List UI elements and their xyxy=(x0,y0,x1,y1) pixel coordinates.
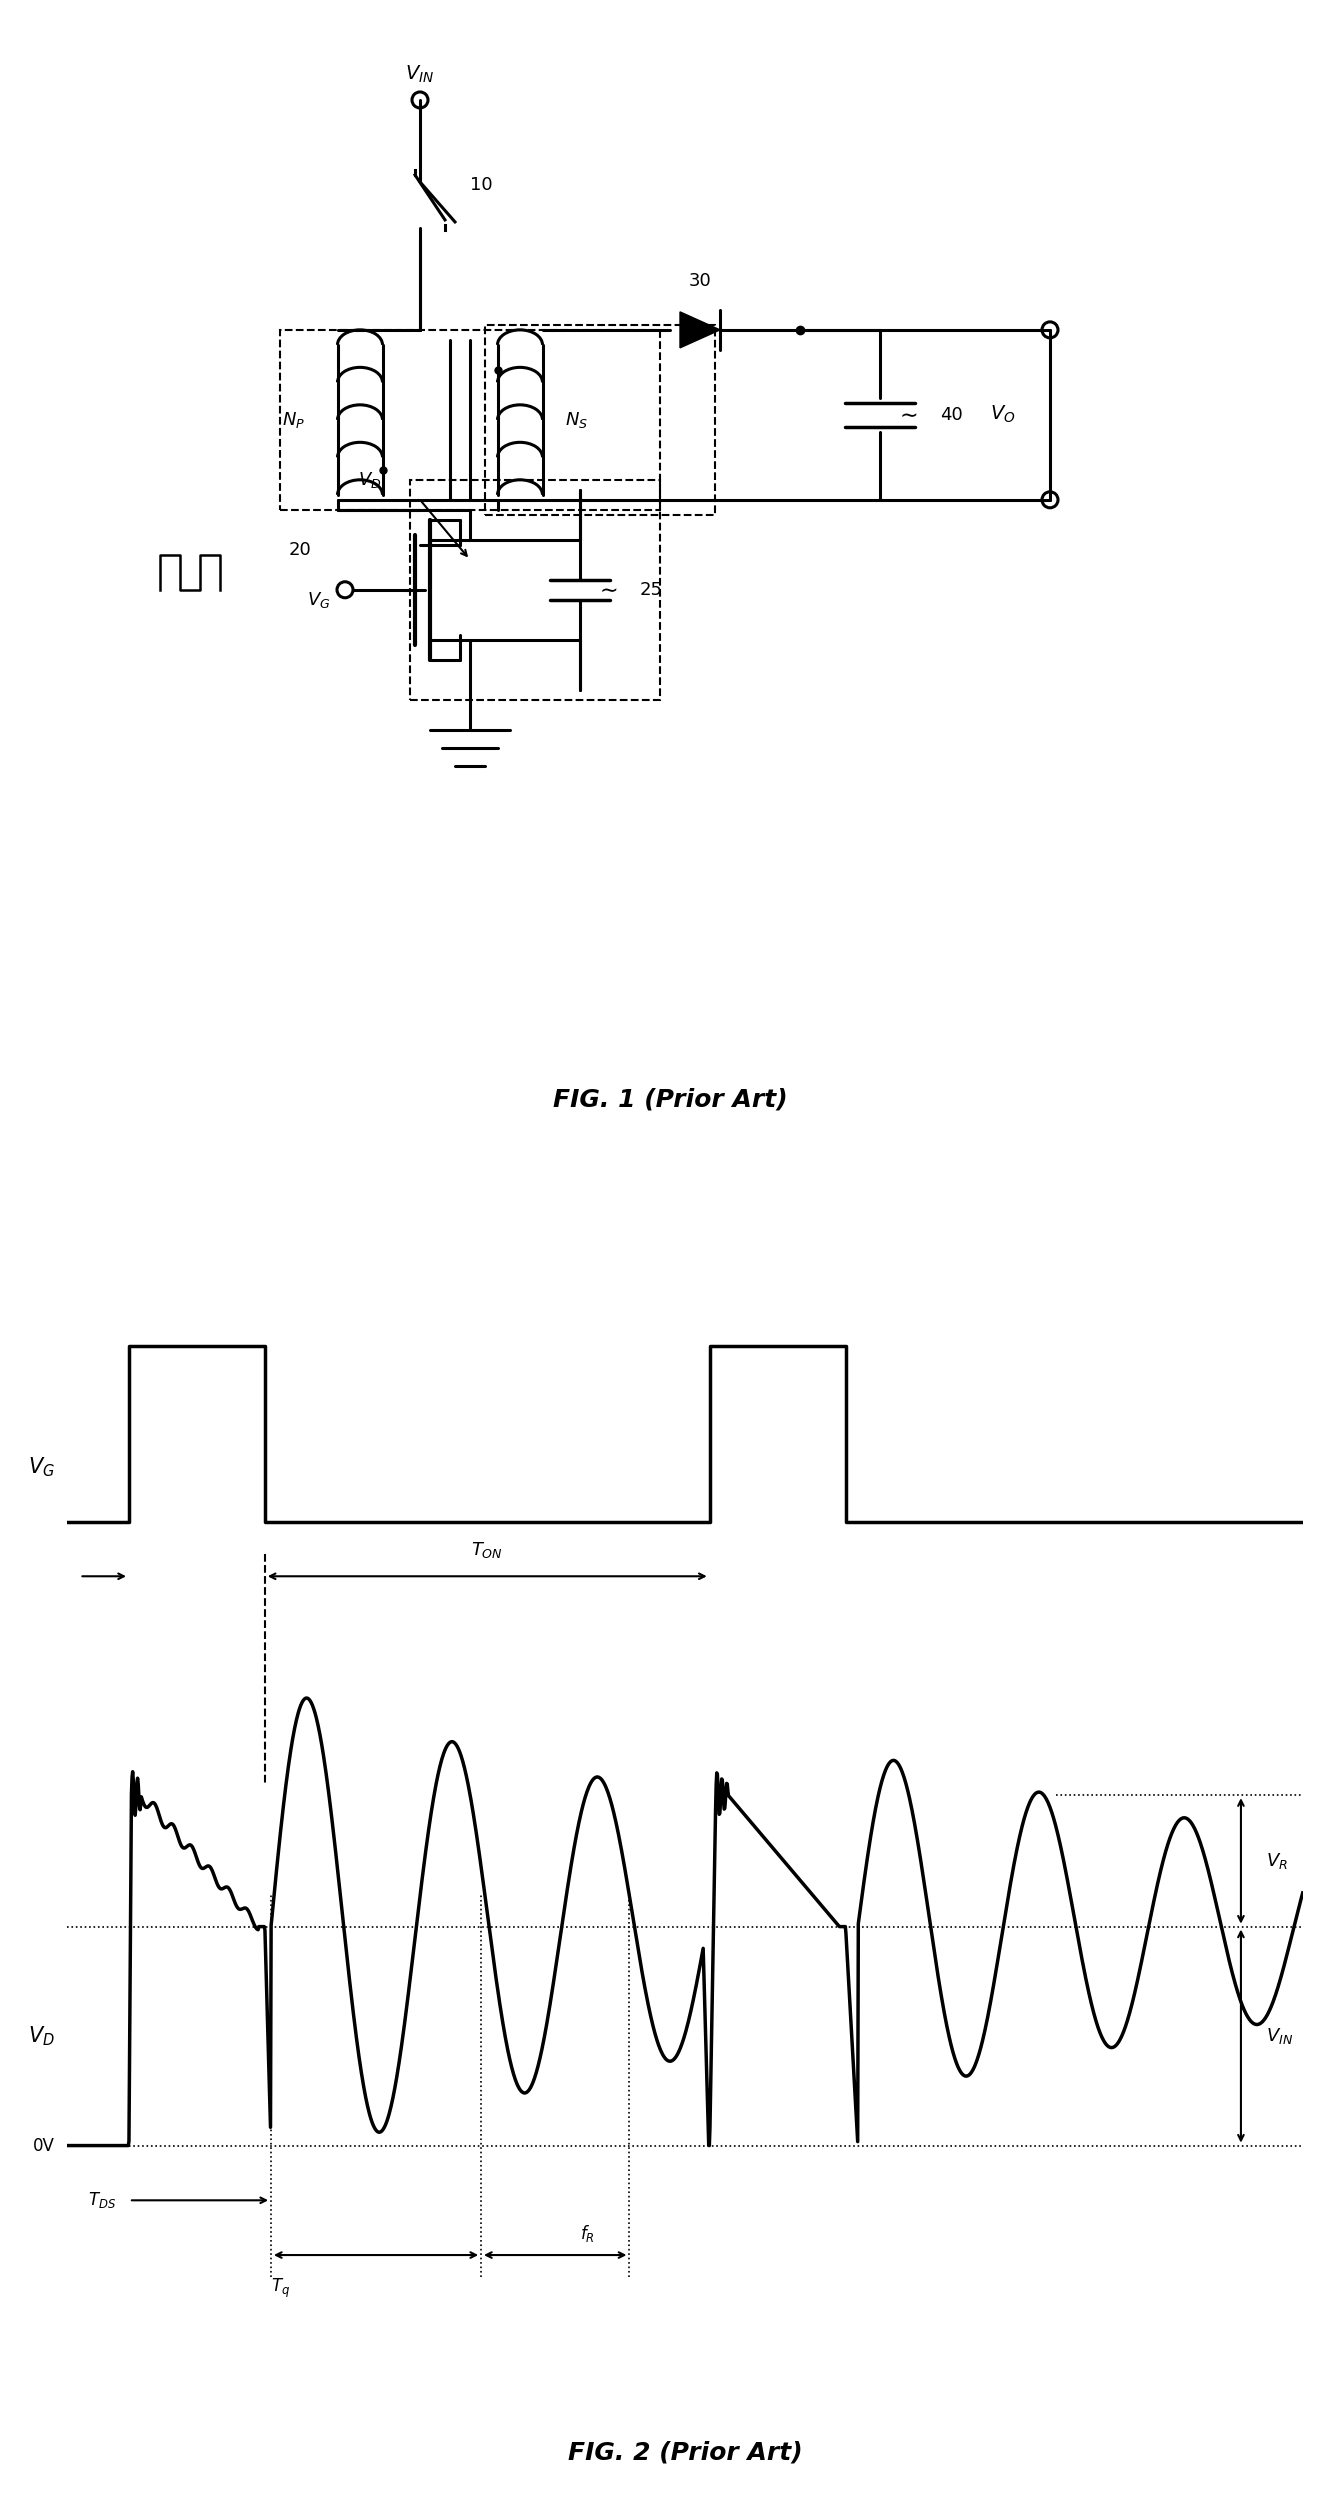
Text: $T_q$: $T_q$ xyxy=(271,2277,290,2299)
Text: 10: 10 xyxy=(470,175,493,195)
Text: $V_D$: $V_D$ xyxy=(28,2024,55,2047)
Text: $V_O$: $V_O$ xyxy=(990,405,1015,425)
Text: 25: 25 xyxy=(641,580,663,600)
Text: $N_S$: $N_S$ xyxy=(565,410,588,430)
Text: $V_D$: $V_D$ xyxy=(359,470,381,490)
Polygon shape xyxy=(680,312,720,347)
Text: $V_{IN}$: $V_{IN}$ xyxy=(406,62,435,85)
Text: 0V: 0V xyxy=(34,2137,55,2154)
Text: FIG. 2 (Prior Art): FIG. 2 (Prior Art) xyxy=(568,2439,802,2464)
Text: $T_{ON}$: $T_{ON}$ xyxy=(471,1539,504,1559)
Text: $N_P$: $N_P$ xyxy=(282,410,305,430)
Text: 20: 20 xyxy=(289,540,312,560)
Text: 40: 40 xyxy=(940,405,963,425)
Text: $V_G$: $V_G$ xyxy=(306,590,330,610)
Text: $\sim$: $\sim$ xyxy=(894,405,917,425)
Text: $V_G$: $V_G$ xyxy=(28,1454,55,1479)
Text: $V_R$: $V_R$ xyxy=(1265,1852,1288,1872)
Text: $V_{IN}$: $V_{IN}$ xyxy=(1265,2027,1293,2047)
Text: $T_{DS}$: $T_{DS}$ xyxy=(89,2189,117,2209)
Text: 30: 30 xyxy=(689,272,712,290)
Text: $f_R$: $f_R$ xyxy=(580,2224,595,2244)
Text: FIG. 1 (Prior Art): FIG. 1 (Prior Art) xyxy=(553,1087,787,1112)
Text: $\sim$: $\sim$ xyxy=(595,580,618,600)
